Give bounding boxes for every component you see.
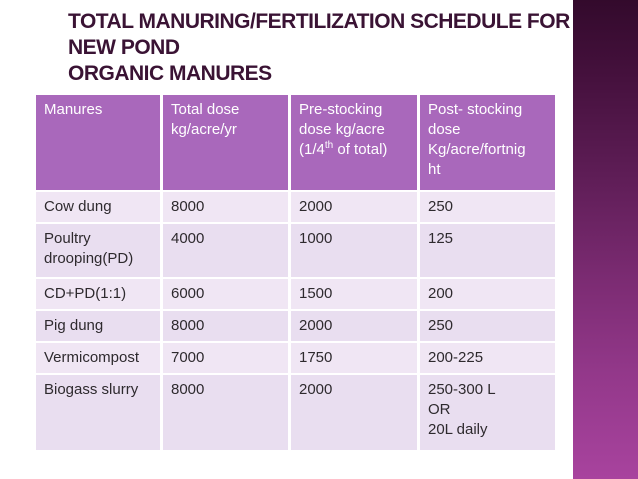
cell-total-dose: 4000 (160, 222, 291, 279)
table-row-cd-pd: CD+PD(1:1) 6000 1500 200 (33, 277, 558, 311)
cell-total-dose: 6000 (160, 277, 291, 311)
cell-manure-name: Pig dung (33, 309, 163, 343)
pre-stocking-superscript: th (324, 140, 334, 151)
pre-stocking-text-end: of total) (333, 141, 388, 158)
cell-pre-stocking-dose: 2000 (288, 373, 420, 452)
cell-manure-name: Vermicompost (33, 341, 163, 375)
cell-total-dose: 8000 (160, 373, 291, 452)
table-body: Cow dung 8000 2000 250 Poultry drooping(… (33, 190, 558, 452)
title-line-3: ORGANIC MANURES (68, 62, 272, 85)
cell-total-dose: 8000 (160, 190, 291, 224)
cell-pre-stocking-dose: 1750 (288, 341, 420, 375)
cell-post-stocking-dose: 200-225 (417, 341, 558, 375)
cell-manure-name: CD+PD(1:1) (33, 277, 163, 311)
table-row-pig-dung: Pig dung 8000 2000 250 (33, 309, 558, 343)
table-row-poultry-drooping: Poultry drooping(PD) 4000 1000 125 (33, 222, 558, 279)
title-line-2: NEW POND (68, 36, 180, 59)
col-header-manures: Manures (33, 93, 163, 192)
col-header-total-dose: Total dose kg/acre/yr (160, 93, 291, 192)
col-header-pre-stocking: Pre-stocking dose kg/acre (1/4th of tota… (288, 93, 420, 192)
cell-manure-name: Cow dung (33, 190, 163, 224)
table-row-vermicompost: Vermicompost 7000 1750 200-225 (33, 341, 558, 375)
cell-post-stocking-dose: 125 (417, 222, 558, 279)
manure-schedule-table: Manures Total dose kg/acre/yr Pre-stocki… (33, 93, 558, 452)
title-line-1: TOTAL MANURING/FERTILIZATION SCHEDULE FO… (68, 10, 570, 33)
table-row-cow-dung: Cow dung 8000 2000 250 (33, 190, 558, 224)
cell-pre-stocking-dose: 2000 (288, 309, 420, 343)
cell-post-stocking-dose: 250-300 L OR 20L daily (417, 373, 558, 452)
right-gradient-stripe (573, 0, 638, 479)
cell-post-stocking-dose: 250 (417, 309, 558, 343)
cell-pre-stocking-dose: 2000 (288, 190, 420, 224)
table-row-biogass-slurry: Biogass slurry 8000 2000 250-300 L OR 20… (33, 373, 558, 452)
slide-title: TOTAL MANURING/FERTILIZATION SCHEDULE FO… (68, 9, 576, 87)
cell-pre-stocking-dose: 1000 (288, 222, 420, 279)
cell-total-dose: 7000 (160, 341, 291, 375)
pre-stocking-text: Pre-stocking dose kg/acre (1/4 (299, 101, 385, 158)
header-row: Manures Total dose kg/acre/yr Pre-stocki… (33, 93, 558, 192)
table-header: Manures Total dose kg/acre/yr Pre-stocki… (33, 93, 558, 192)
cell-post-stocking-dose: 200 (417, 277, 558, 311)
cell-manure-name: Poultry drooping(PD) (33, 222, 163, 279)
col-header-post-stocking: Post- stocking dose Kg/acre/fortnig ht (417, 93, 558, 192)
cell-post-stocking-dose: 250 (417, 190, 558, 224)
cell-total-dose: 8000 (160, 309, 291, 343)
cell-pre-stocking-dose: 1500 (288, 277, 420, 311)
cell-manure-name: Biogass slurry (33, 373, 163, 452)
